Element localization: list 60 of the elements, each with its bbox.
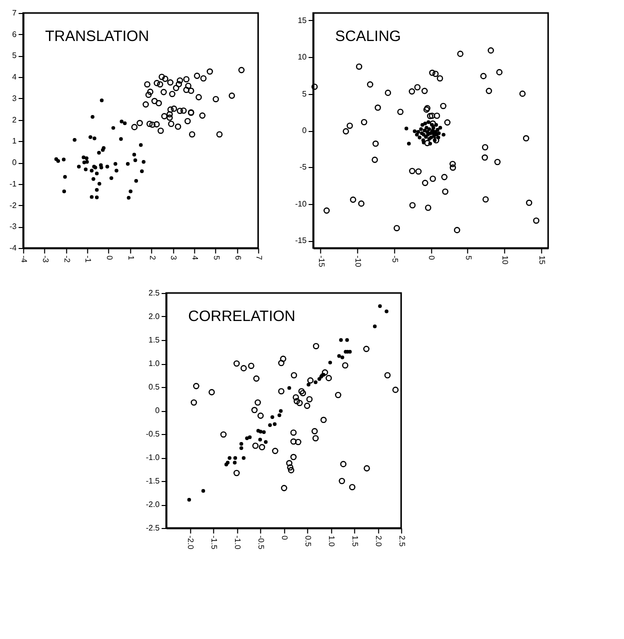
x-tick-label: -2.0 <box>186 536 196 550</box>
y-tick-label: 1.0 <box>148 359 160 368</box>
y-tick-label: 2.0 <box>148 312 160 321</box>
y-tick-label: -1.5 <box>146 476 160 486</box>
x-tick-label: -1.0 <box>233 536 242 550</box>
y-tick-label: -2.5 <box>146 524 160 532</box>
y-tick-label: -5 <box>300 162 308 172</box>
x-tick-label: 0 <box>427 256 436 260</box>
text: TRANSLATION <box>45 28 150 45</box>
text: SCALING <box>335 28 401 45</box>
y-tick-label: -1 <box>10 179 18 188</box>
y-tick-label: 7 <box>12 8 18 18</box>
y-tick-label: 15 <box>298 16 308 25</box>
y-tick-label: 6 <box>12 30 18 39</box>
x-tick-label: 1 <box>126 256 136 260</box>
x-tick-label: 2.5 <box>398 536 407 548</box>
y-tick-label: -2.0 <box>146 500 160 509</box>
y-tick-label: 2 <box>12 115 18 124</box>
x-tick-label: -15 <box>316 256 326 268</box>
y-tick-label: 10 <box>298 52 308 62</box>
x-tick-label: 1.5 <box>350 536 360 548</box>
x-tick-label: -10 <box>354 256 363 268</box>
y-tick-label: -2 <box>10 200 18 210</box>
text: CORRELATION <box>188 308 296 325</box>
x-tick-label: 2.0 <box>374 536 384 548</box>
y-tick-label: -10 <box>295 199 308 208</box>
x-tick-label: -5 <box>390 256 400 264</box>
x-tick-label: 5 <box>212 256 221 260</box>
x-tick-label: 10 <box>500 256 510 265</box>
y-tick-label: -15 <box>295 236 308 246</box>
y-tick-label: 4 <box>12 72 18 82</box>
y-tick-label: -0.5 <box>146 430 160 438</box>
x-tick-label: -1 <box>84 256 93 264</box>
x-tick-label: 0 <box>280 536 290 540</box>
y-tick-label: 2.5 <box>148 288 160 298</box>
x-tick-label: -3 <box>40 256 50 264</box>
y-tick-label: 5 <box>12 51 18 60</box>
y-tick-label: 0.5 <box>148 382 160 392</box>
x-tick-label: 7 <box>254 256 264 260</box>
x-tick-label: -4 <box>20 256 29 264</box>
x-tick-label: 15 <box>537 256 546 265</box>
y-tick-label: -3 <box>10 222 18 232</box>
y-tick-label: 1.5 <box>148 336 160 344</box>
y-tick-label: 1 <box>12 136 18 146</box>
x-tick-label: -1.5 <box>210 536 219 550</box>
x-tick-label: 6 <box>233 256 242 260</box>
y-tick-label: -4 <box>10 244 18 252</box>
x-tick-label: -0.5 <box>256 536 266 550</box>
y-tick-label: 0 <box>302 126 308 135</box>
x-tick-label: 3 <box>169 256 178 260</box>
y-tick-label: 0 <box>12 158 18 168</box>
x-tick-label: 0 <box>105 256 114 260</box>
x-tick-label: 1.0 <box>327 536 336 548</box>
y-tick-label: 0 <box>155 406 160 415</box>
x-tick-label: 5 <box>464 256 473 260</box>
x-tick-label: 4 <box>190 256 200 260</box>
y-tick-label: 3 <box>12 94 18 103</box>
x-tick-label: -2 <box>62 256 72 264</box>
y-tick-label: -1.0 <box>146 453 160 462</box>
y-tick-label: 5 <box>302 89 308 98</box>
